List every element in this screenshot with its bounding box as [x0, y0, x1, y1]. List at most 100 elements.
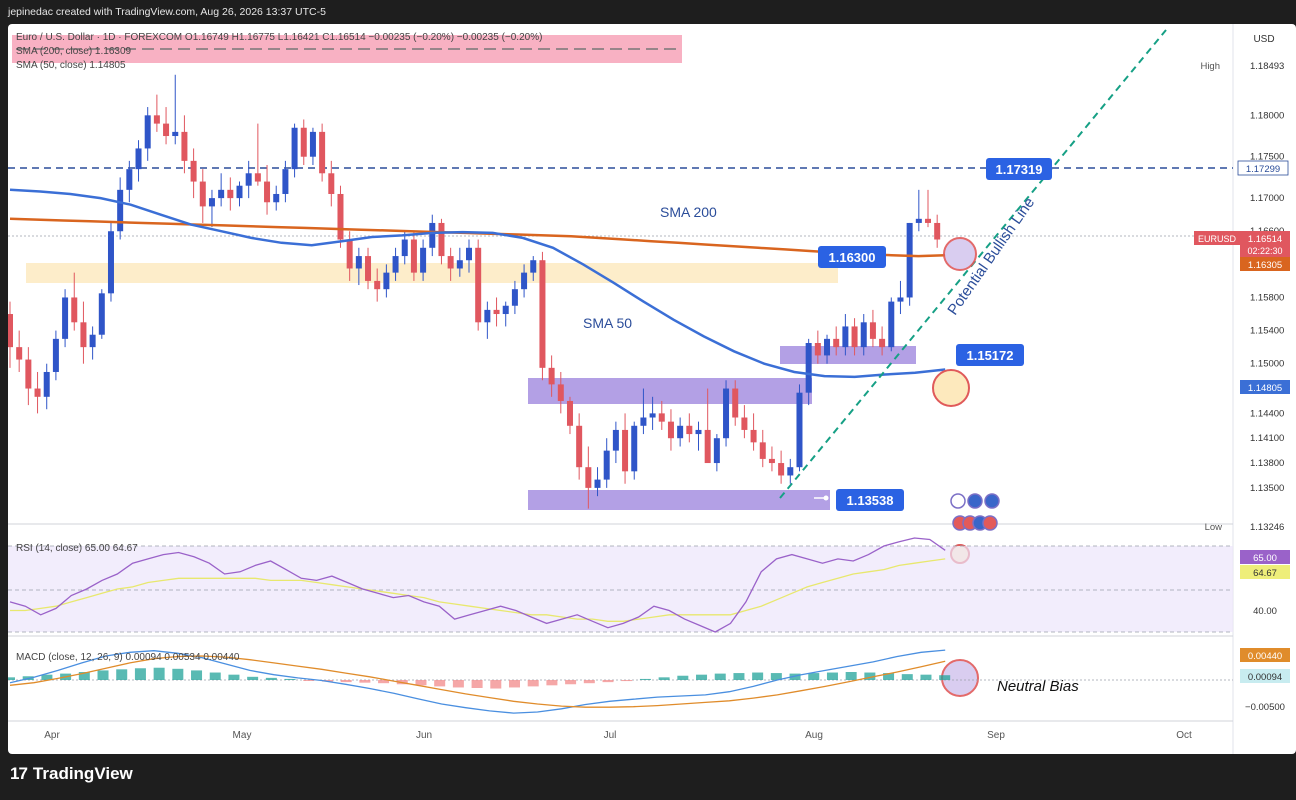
- candle-body[interactable]: [851, 326, 858, 348]
- zone-purple-low[interactable]: [528, 490, 830, 510]
- price-axis[interactable]: USD 1.180001.175001.170001.166001.158001…: [1194, 34, 1290, 713]
- candle-body[interactable]: [383, 272, 390, 290]
- candle-body[interactable]: [603, 450, 610, 480]
- sma200-legend[interactable]: SMA (200, close) 1.16309: [16, 46, 132, 57]
- candle-body[interactable]: [309, 131, 316, 157]
- candle-body[interactable]: [723, 388, 730, 439]
- candle-body[interactable]: [631, 425, 638, 472]
- candle-body[interactable]: [199, 181, 206, 207]
- candle-body[interactable]: [319, 131, 326, 174]
- candle-body[interactable]: [273, 193, 280, 203]
- candle-body[interactable]: [649, 413, 656, 418]
- candle-body[interactable]: [144, 115, 151, 149]
- candle-body[interactable]: [925, 218, 931, 223]
- candle-body[interactable]: [117, 189, 124, 232]
- candle-body[interactable]: [392, 256, 399, 273]
- candle-body[interactable]: [456, 260, 463, 269]
- candle-body[interactable]: [447, 256, 454, 269]
- candle-body[interactable]: [98, 293, 105, 335]
- candle-body[interactable]: [163, 123, 170, 137]
- candle-body[interactable]: [842, 326, 849, 348]
- highlight-circle-sma50[interactable]: [932, 369, 970, 407]
- sma50-line[interactable]: [9, 188, 946, 379]
- candle-body[interactable]: [759, 442, 766, 459]
- candle-body[interactable]: [732, 388, 739, 418]
- candle-body[interactable]: [429, 222, 436, 248]
- candle-body[interactable]: [181, 131, 188, 161]
- candle-body[interactable]: [906, 222, 913, 298]
- candle-body[interactable]: [34, 388, 41, 397]
- event-icons[interactable]: [950, 493, 1000, 531]
- candle-body[interactable]: [107, 231, 114, 294]
- candle-body[interactable]: [89, 334, 96, 348]
- candle-body[interactable]: [869, 322, 876, 339]
- candle-body[interactable]: [8, 314, 13, 348]
- candle-body[interactable]: [521, 272, 528, 290]
- candle-body[interactable]: [337, 193, 344, 240]
- chart-canvas[interactable]: 1.17319 1.16300 1.15172 1.13538 SMA 200 …: [8, 24, 1296, 754]
- candle-body[interactable]: [585, 467, 592, 488]
- candle-body[interactable]: [576, 425, 583, 468]
- candle-body[interactable]: [511, 289, 518, 306]
- candle-body[interactable]: [291, 127, 298, 170]
- highlight-circle-price[interactable]: [943, 237, 977, 271]
- candle-body[interactable]: [888, 301, 895, 348]
- candle-body[interactable]: [622, 429, 629, 472]
- candle-body[interactable]: [208, 198, 215, 207]
- candle-body[interactable]: [493, 309, 500, 315]
- candle-body[interactable]: [25, 359, 32, 389]
- candle-body[interactable]: [502, 305, 509, 315]
- candle-body[interactable]: [750, 429, 757, 443]
- symbol-legend[interactable]: Euro / U.S. Dollar · 1D · FOREXCOM O1.16…: [16, 32, 542, 43]
- candle-body[interactable]: [236, 185, 243, 199]
- candle-body[interactable]: [401, 239, 408, 257]
- candle-body[interactable]: [245, 173, 252, 186]
- candle-body[interactable]: [484, 309, 491, 323]
- candle-body[interactable]: [778, 463, 785, 476]
- label-1-13538[interactable]: 1.13538: [836, 489, 904, 511]
- candle-body[interactable]: [566, 400, 573, 426]
- candle-body[interactable]: [530, 260, 537, 273]
- candle-body[interactable]: [796, 392, 803, 468]
- candle-body[interactable]: [355, 256, 362, 269]
- candle-body[interactable]: [71, 297, 78, 323]
- candle-body[interactable]: [915, 218, 922, 223]
- candle-body[interactable]: [420, 247, 427, 273]
- candle-body[interactable]: [135, 148, 142, 170]
- candle-body[interactable]: [833, 338, 840, 348]
- candle-body[interactable]: [126, 169, 133, 190]
- candle-body[interactable]: [365, 256, 372, 281]
- candle-body[interactable]: [814, 343, 821, 356]
- sma50-legend[interactable]: SMA (50, close) 1.14805: [16, 60, 126, 71]
- candle-body[interactable]: [704, 429, 711, 464]
- candle-body[interactable]: [218, 189, 225, 199]
- candle-body[interactable]: [16, 347, 23, 360]
- candle-body[interactable]: [860, 322, 867, 348]
- candle-body[interactable]: [328, 173, 335, 194]
- candle-body[interactable]: [548, 367, 555, 385]
- candle-body[interactable]: [466, 247, 472, 261]
- zone-purple-mid[interactable]: [528, 378, 812, 404]
- candle-body[interactable]: [741, 417, 748, 430]
- candle-body[interactable]: [153, 115, 160, 124]
- label-1-17319[interactable]: 1.17319: [986, 158, 1052, 180]
- candle-body[interactable]: [713, 438, 720, 464]
- candle-body[interactable]: [658, 413, 665, 422]
- candle-body[interactable]: [787, 467, 794, 476]
- candle-body[interactable]: [805, 343, 812, 393]
- tradingview-logo[interactable]: 17 TradingView: [10, 764, 133, 784]
- rsi-legend[interactable]: RSI (14, close) 65.00 64.67: [16, 543, 138, 554]
- candle-body[interactable]: [80, 322, 87, 348]
- candle-body[interactable]: [282, 169, 289, 194]
- candle-body[interactable]: [172, 131, 179, 137]
- resistance-zone-yellow[interactable]: [26, 263, 838, 283]
- candle-body[interactable]: [695, 429, 702, 435]
- candle-body[interactable]: [557, 384, 564, 401]
- candle-body[interactable]: [594, 479, 601, 488]
- candle-body[interactable]: [897, 297, 904, 302]
- candle-body[interactable]: [438, 222, 445, 257]
- candle-body[interactable]: [346, 239, 353, 269]
- candle-body[interactable]: [667, 421, 674, 439]
- candle-body[interactable]: [62, 297, 69, 339]
- candle-body[interactable]: [677, 425, 684, 439]
